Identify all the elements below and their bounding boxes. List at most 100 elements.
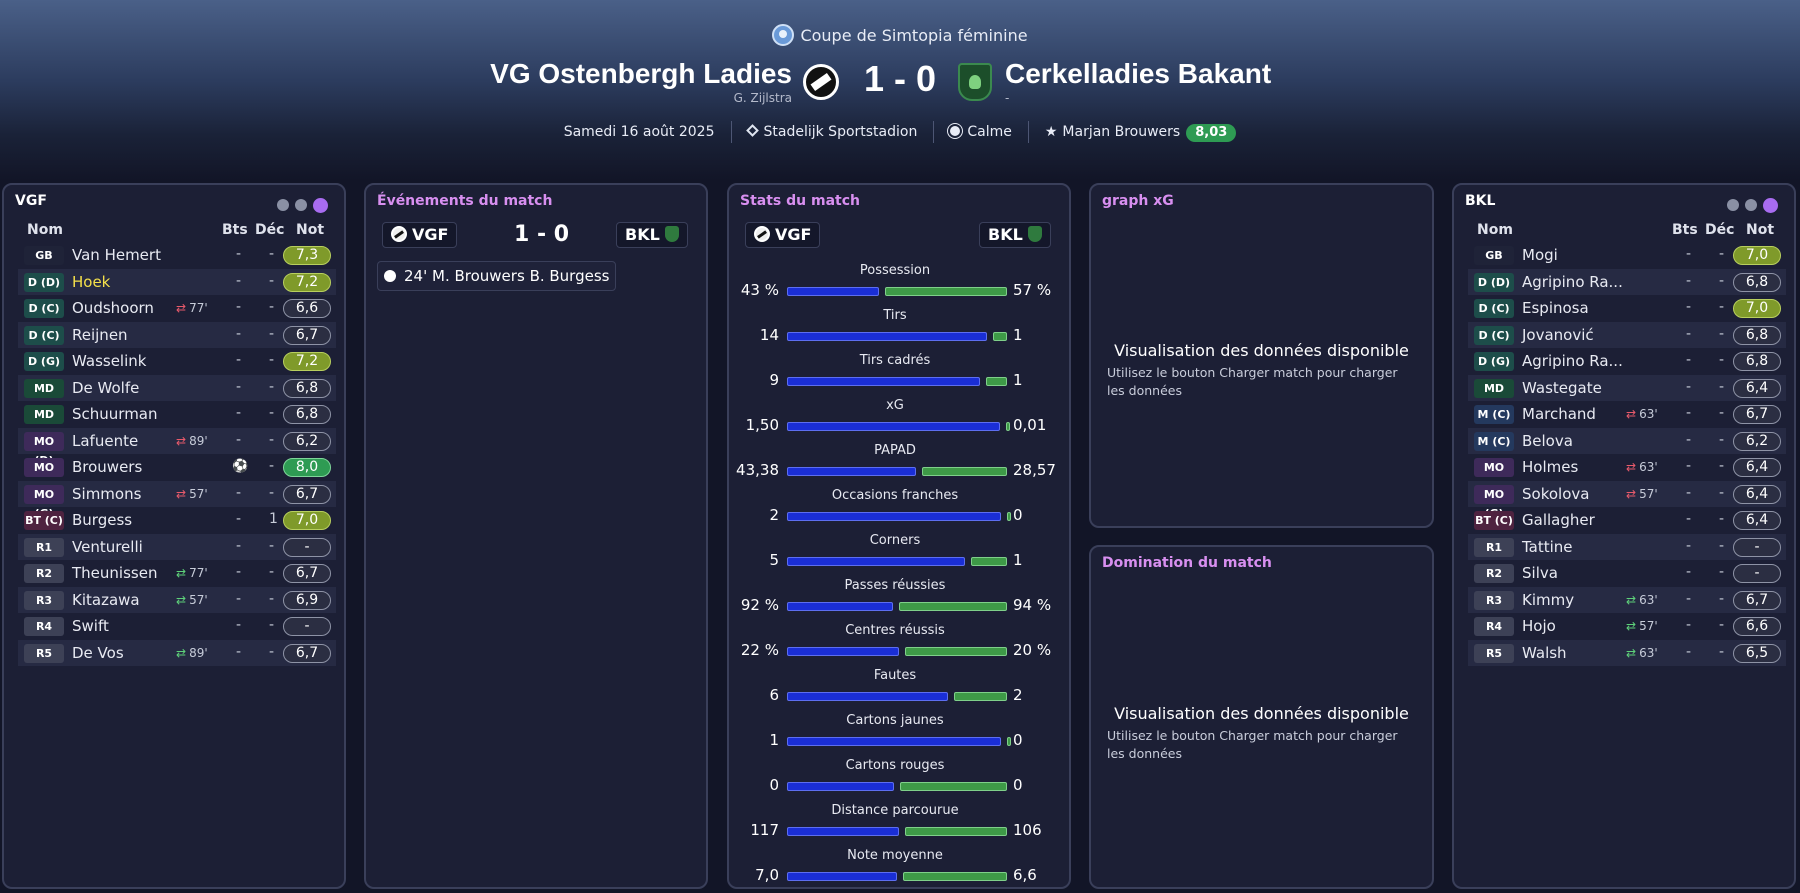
- player-row[interactable]: GB Mogi - -7,0: [1468, 242, 1786, 269]
- player-name[interactable]: Oudshoorn: [72, 299, 154, 317]
- player-name[interactable]: Hoek: [72, 272, 111, 291]
- player-row[interactable]: D (G) Agripino Ra... - -6,8: [1468, 348, 1786, 375]
- col-name[interactable]: Nom: [27, 222, 63, 238]
- home-team-name[interactable]: VG Ostenbergh Ladies: [490, 58, 792, 89]
- home-club-badge-icon[interactable]: [803, 64, 839, 100]
- player-name[interactable]: Walsh: [1522, 643, 1567, 662]
- stats-home-team[interactable]: VGF: [745, 222, 821, 248]
- stat-label: Note moyenne: [847, 848, 943, 863]
- player-row[interactable]: BT (C) Burgess - 1 7,0: [18, 507, 336, 534]
- player-name[interactable]: Holmes: [1522, 458, 1579, 476]
- view-dot[interactable]: [277, 199, 289, 211]
- col-goals[interactable]: Bts: [1672, 222, 1698, 238]
- player-row[interactable]: M (C) Marchand ⇄ 63' - -6,7: [1468, 401, 1786, 428]
- player-name[interactable]: Wasselink: [72, 352, 147, 370]
- player-name[interactable]: Swift: [72, 617, 109, 635]
- player-row[interactable]: R1 Tattine - - -: [1468, 533, 1786, 560]
- player-of-match[interactable]: ★ Marjan Brouwers 8,03: [1029, 121, 1252, 143]
- player-row[interactable]: D (C) Jovanović - -6,8: [1468, 321, 1786, 348]
- player-row[interactable]: D (C) Oudshoorn ⇄ 77' - -6,6: [18, 295, 336, 322]
- player-name[interactable]: Mogi: [1522, 246, 1558, 264]
- away-team[interactable]: Cerkelladies Bakant -: [1005, 58, 1271, 105]
- player-name[interactable]: Agripino Ra...: [1522, 352, 1623, 370]
- player-name[interactable]: Reijnen: [72, 325, 128, 344]
- player-name[interactable]: Gallagher: [1522, 511, 1595, 529]
- player-row[interactable]: MO (D)Lafuente⇄89'--6,2: [18, 427, 336, 467]
- player-row[interactable]: M (C) Belova - -6,2: [1468, 427, 1786, 454]
- player-row[interactable]: R3 Kitazawa ⇄ 57' - -6,9: [18, 586, 336, 613]
- player-name[interactable]: Simmons: [72, 484, 142, 503]
- player-name[interactable]: De Vos: [72, 643, 124, 662]
- player-row[interactable]: R5 De Vos ⇄ 89' - -6,7: [18, 639, 336, 666]
- player-rating: 6,8: [283, 378, 331, 398]
- match-stadium[interactable]: Stadelijk Sportstadion: [732, 121, 935, 143]
- player-name[interactable]: Brouwers: [72, 458, 143, 476]
- position-badge: R1: [1474, 537, 1514, 557]
- view-dot[interactable]: [1745, 199, 1757, 211]
- player-name[interactable]: Jovanović: [1522, 325, 1594, 344]
- col-goals[interactable]: Bts: [222, 222, 248, 238]
- col-dec[interactable]: Déc: [255, 222, 285, 238]
- player-name[interactable]: Tattine: [1522, 537, 1573, 556]
- view-dot[interactable]: [295, 199, 307, 211]
- view-dot[interactable]: [1727, 199, 1739, 211]
- player-name[interactable]: Venturelli: [72, 537, 143, 556]
- stat-home-bar: [787, 422, 1000, 431]
- col-dec[interactable]: Déc: [1705, 222, 1735, 238]
- player-row[interactable]: MO (D)Holmes⇄63'--6,4: [1468, 454, 1786, 493]
- player-row[interactable]: R5 Walsh ⇄ 63' - -6,5: [1468, 639, 1786, 666]
- goal-event[interactable]: 24' M. Brouwers B. Burgess: [377, 261, 617, 291]
- player-row[interactable]: R4 Hojo ⇄ 57' - -6,6: [1468, 613, 1786, 640]
- player-name[interactable]: Wastegate: [1522, 378, 1602, 397]
- player-name[interactable]: Lafuente: [72, 431, 139, 450]
- player-row[interactable]: MO (C) Brouwers ⚽ -8,0: [18, 454, 336, 493]
- player-name[interactable]: De Wolfe: [72, 378, 140, 397]
- player-row[interactable]: GB Van Hemert - -7,3: [18, 242, 336, 269]
- player-row[interactable]: MD De Wolfe - -6,8: [18, 374, 336, 401]
- position-badge: D (C): [1474, 299, 1514, 318]
- competition-title[interactable]: Coupe de Simtopia féminine: [0, 24, 1800, 46]
- col-rating[interactable]: Not: [296, 222, 325, 238]
- col-name[interactable]: Nom: [1477, 222, 1513, 238]
- player-row[interactable]: R2 Silva - - -: [1468, 560, 1786, 587]
- player-name[interactable]: Sokolova: [1522, 484, 1590, 503]
- player-row[interactable]: MD Wastegate - -6,4: [1468, 374, 1786, 401]
- player-name[interactable]: Belova: [1522, 431, 1573, 450]
- player-name[interactable]: Kimmy: [1522, 590, 1575, 609]
- events-away-team[interactable]: BKL: [616, 222, 688, 248]
- player-row[interactable]: D (D) Hoek - -7,2: [18, 268, 336, 295]
- player-name[interactable]: Marchand: [1522, 405, 1596, 423]
- player-row[interactable]: BT (C) Gallagher - -6,4: [1468, 507, 1786, 534]
- events-home-team[interactable]: VGF: [382, 222, 458, 248]
- view-dot-active[interactable]: [1763, 198, 1778, 213]
- player-row[interactable]: R1 Venturelli - - -: [18, 533, 336, 560]
- player-row[interactable]: MO (G)Simmons⇄57'--6,7: [18, 480, 336, 520]
- player-row[interactable]: MO (G)Sokolova⇄57'--6,4: [1468, 480, 1786, 520]
- player-row[interactable]: R3 Kimmy ⇄ 63' - -6,7: [1468, 586, 1786, 613]
- player-row[interactable]: R2 Theunissen ⇄ 77' - -6,7: [18, 560, 336, 587]
- player-name[interactable]: Kitazawa: [72, 590, 140, 609]
- stats-away-team[interactable]: BKL: [979, 222, 1051, 248]
- away-club-badge-icon[interactable]: [958, 63, 992, 101]
- player-name[interactable]: Van Hemert: [72, 246, 161, 264]
- player-name[interactable]: Burgess: [72, 511, 133, 529]
- player-row[interactable]: D (C) Reijnen - -6,7: [18, 321, 336, 348]
- player-name[interactable]: Espinosa: [1522, 299, 1589, 317]
- away-team-name[interactable]: Cerkelladies Bakant: [1005, 58, 1272, 89]
- home-team[interactable]: VG Ostenbergh Ladies G. Zijlstra: [490, 58, 792, 105]
- position-badge: D (G): [1474, 352, 1514, 371]
- player-name[interactable]: Schuurman: [72, 405, 158, 423]
- player-row[interactable]: MD Schuurman - -6,8: [18, 401, 336, 428]
- home-manager[interactable]: G. Zijlstra: [733, 91, 792, 105]
- view-dot-active[interactable]: [313, 198, 328, 213]
- player-name[interactable]: Theunissen: [72, 564, 158, 582]
- player-row[interactable]: R4 Swift - - -: [18, 613, 336, 640]
- col-rating[interactable]: Not: [1746, 222, 1775, 238]
- player-name[interactable]: Hojo: [1522, 617, 1556, 635]
- stat-home-value: 1: [769, 731, 779, 749]
- player-row[interactable]: D (D) Agripino Ra... - -6,8: [1468, 268, 1786, 295]
- player-name[interactable]: Agripino Ra...: [1522, 272, 1623, 291]
- player-row[interactable]: D (G) Wasselink - -7,2: [18, 348, 336, 375]
- player-row[interactable]: D (C) Espinosa - -7,0: [1468, 295, 1786, 322]
- player-name[interactable]: Silva: [1522, 564, 1558, 582]
